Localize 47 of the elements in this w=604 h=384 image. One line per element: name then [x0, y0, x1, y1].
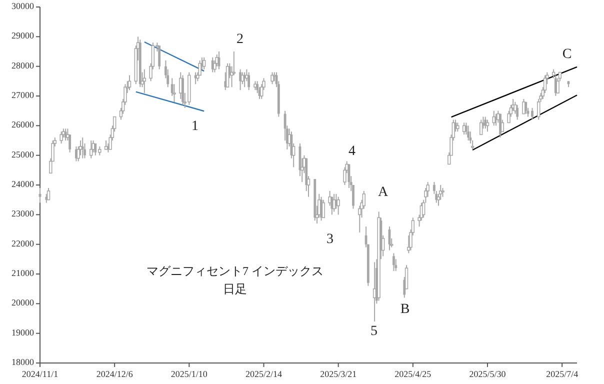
annotation: マグニフィセント7 インデックス [146, 264, 324, 278]
candlestick [499, 113, 502, 138]
x-tick-label: 2025/7/4 [546, 369, 579, 379]
candlestick [248, 72, 250, 91]
x-tick-label: 2025/3/21 [320, 369, 357, 379]
candlestick [128, 74, 132, 91]
candlestick [336, 196, 340, 216]
y-tick-label: 18000 [12, 357, 34, 368]
annotation: 3 [326, 232, 334, 248]
x-tick-label: 2024/12/6 [96, 369, 134, 379]
candlestick [322, 199, 326, 218]
annotation: A [378, 185, 389, 200]
candlestick [516, 104, 519, 120]
x-tick-label: 2025/2/14 [245, 369, 282, 379]
y-tick-label: 23000 [12, 208, 34, 219]
x-tick-label: 2024/11/1 [22, 369, 58, 379]
candlestick [531, 107, 534, 120]
annotation: B [400, 302, 410, 318]
y-tick-label: 21000 [12, 268, 34, 278]
y-tick-label: 24000 [12, 179, 34, 190]
x-tick-label: 2025/4/25 [394, 369, 432, 379]
candlestick [60, 131, 63, 144]
y-tick-label: 20000 [12, 298, 34, 308]
candlestick [81, 137, 84, 159]
y-tick-label: 30000 [12, 1, 34, 12]
annotation: 1 [192, 119, 198, 134]
candlestick [484, 116, 487, 130]
x-tick-label: 2025/1/10 [170, 369, 208, 379]
y-tick-label: 28000 [12, 60, 34, 70]
candlestick [158, 45, 161, 70]
candlestick [392, 252, 395, 272]
annotation: C [562, 47, 572, 62]
annotation: 2 [236, 32, 244, 48]
y-tick-label: 22000 [12, 238, 34, 248]
y-tick-label: 25000 [12, 149, 34, 160]
candlestick [182, 74, 184, 106]
candlestick [480, 119, 483, 136]
x-tick-label: 2025/5/30 [469, 369, 506, 379]
y-tick-label: 27000 [12, 90, 34, 100]
candlestick [46, 187, 50, 200]
y-tick-label: 26000 [12, 120, 34, 130]
y-tick-label: 19000 [12, 327, 34, 338]
candlestick [486, 119, 490, 132]
annotation: 5 [370, 324, 378, 340]
y-tick-label: 29000 [12, 30, 34, 41]
annotation: 4 [348, 144, 356, 160]
annotation: 日足 [223, 282, 247, 296]
